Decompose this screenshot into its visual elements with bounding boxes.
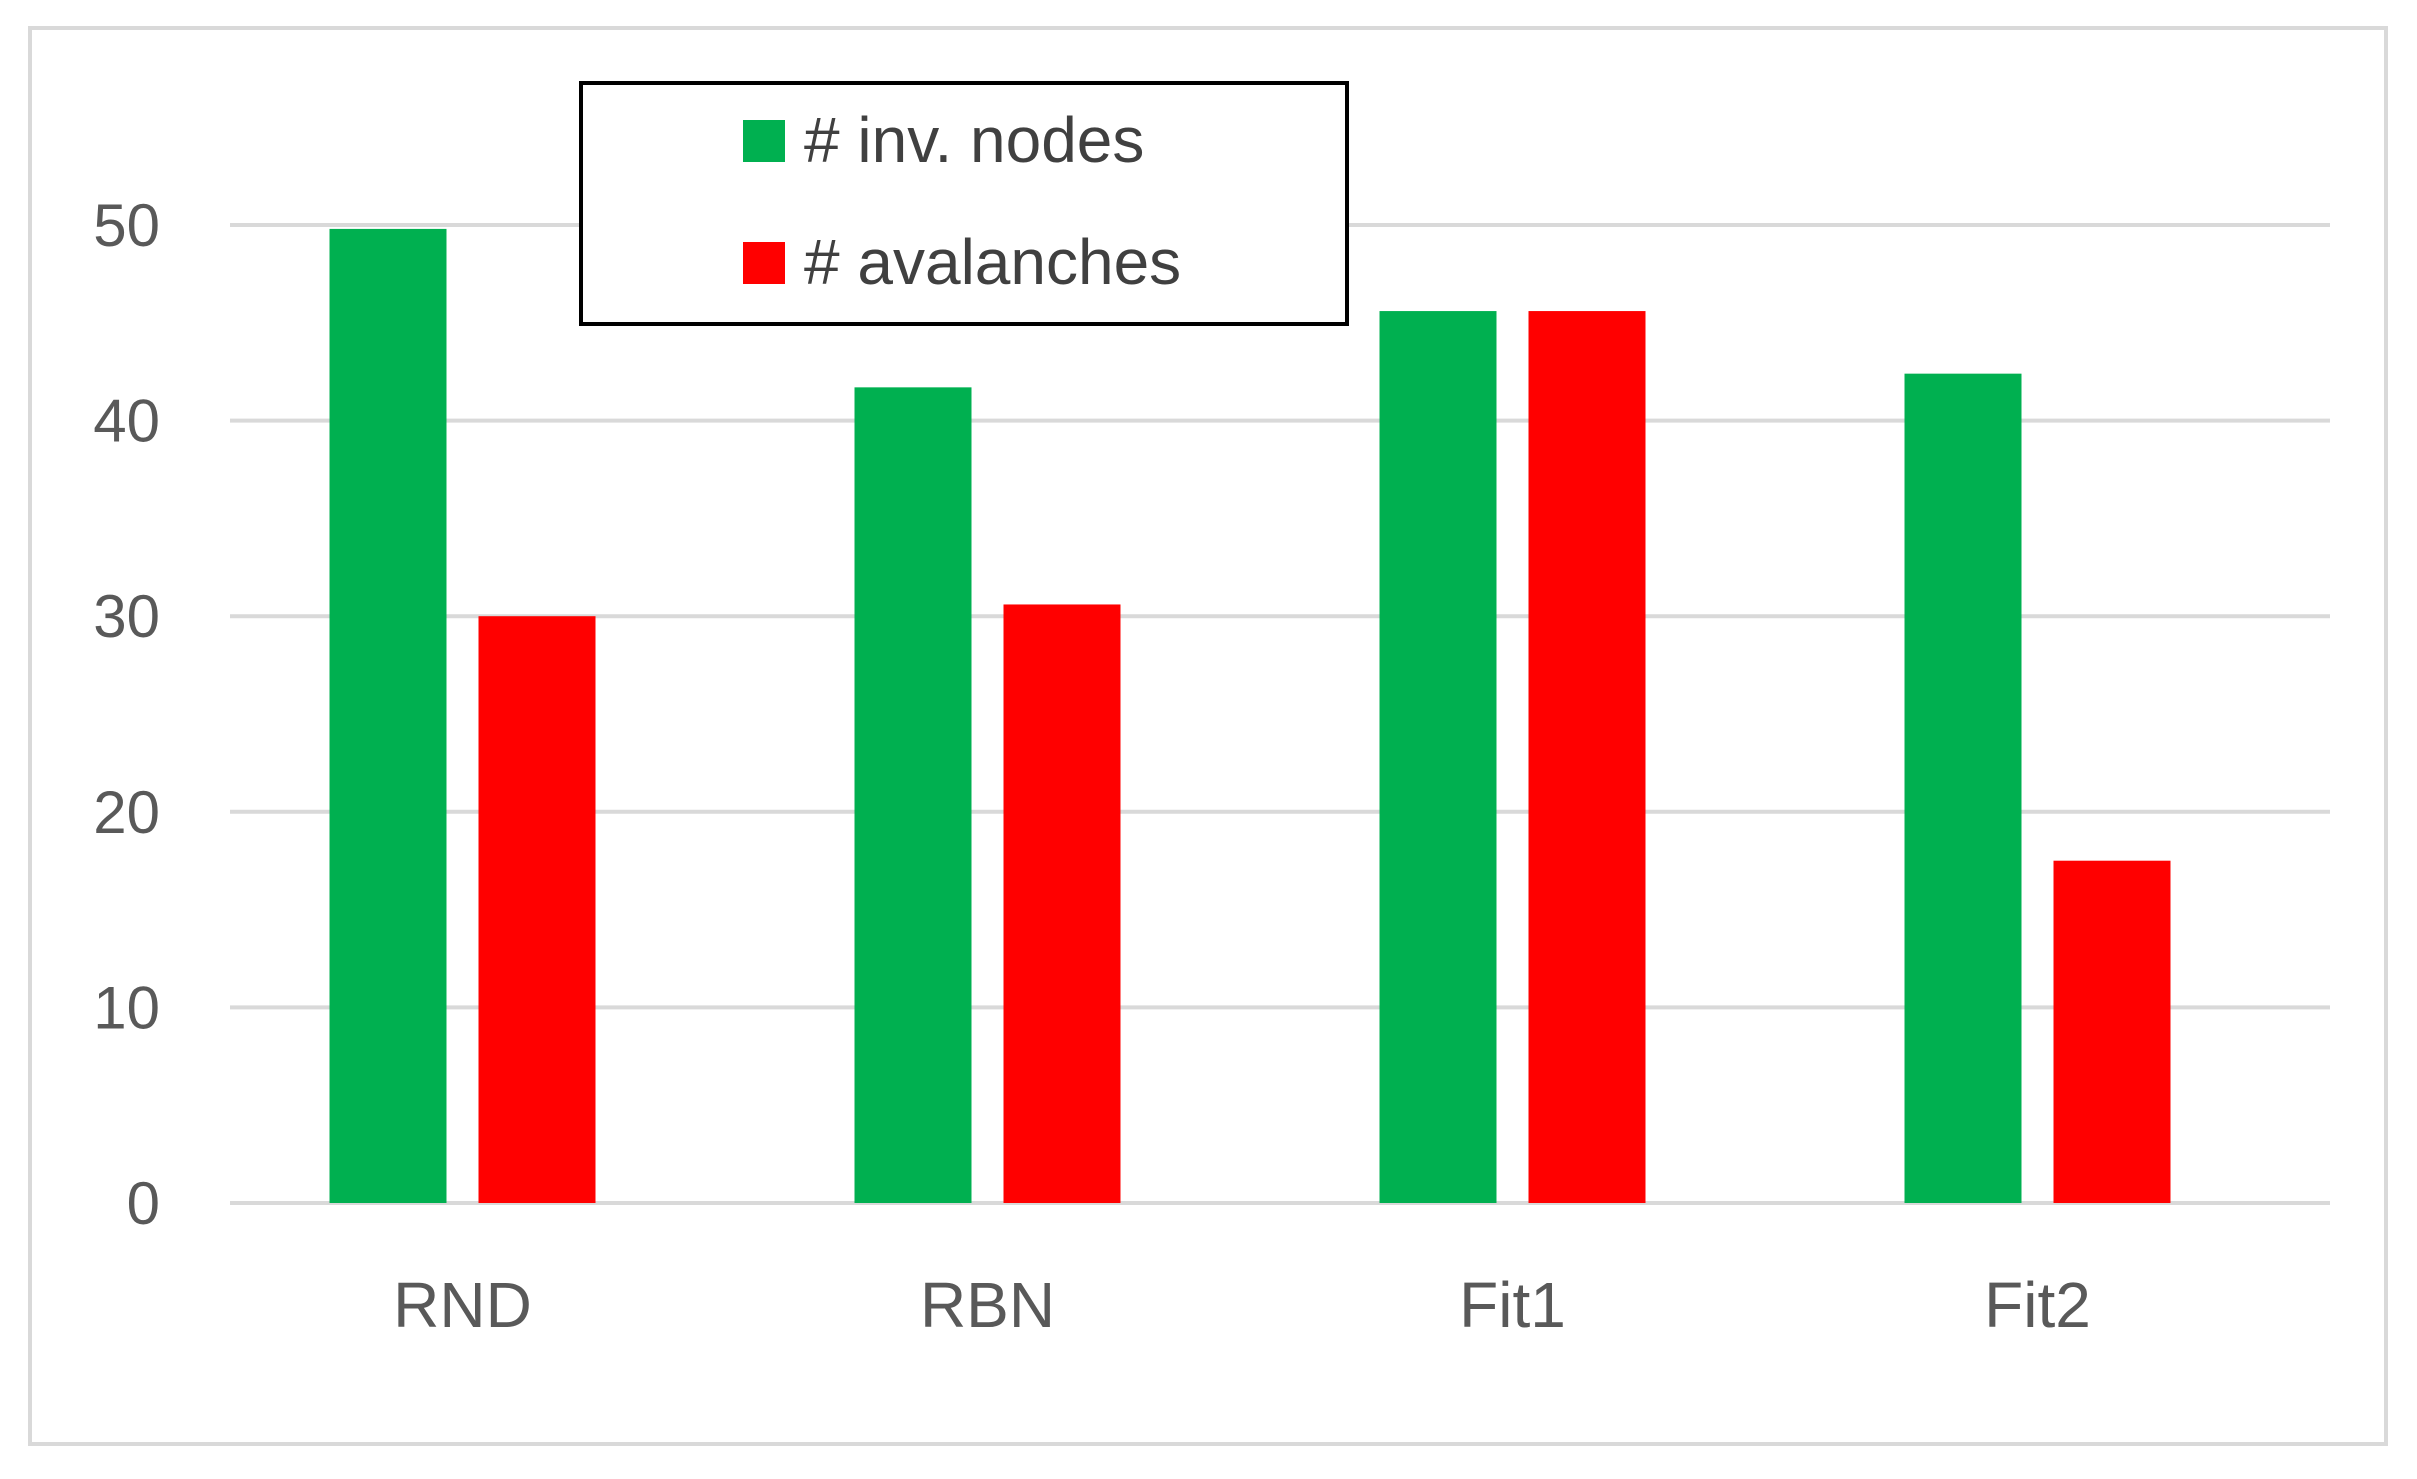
bars [329, 228, 2171, 1204]
y-tick-label-10: 10 [93, 974, 160, 1041]
legend-label-avalanches: # avalanches [804, 226, 1181, 298]
x-axis-labels: RND RBN Fit1 Fit2 [393, 1269, 2091, 1341]
x-category-label-rbn: RBN [920, 1269, 1055, 1341]
legend-label-inv-nodes: # inv. nodes [804, 104, 1144, 176]
legend-swatch-inv-nodes [743, 120, 785, 162]
legend: # inv. nodes # avalanches [579, 81, 1349, 326]
legend-box [579, 81, 1349, 326]
bar-fit2-series-1 [2053, 860, 2171, 1203]
y-axis-ticks: 0 10 20 30 40 50 [93, 192, 160, 1237]
bar-rnd-series-0 [329, 228, 447, 1204]
y-tick-label-50: 50 [93, 192, 160, 259]
legend-swatch-avalanches [743, 242, 785, 284]
bar-fit2-series-0 [1904, 373, 2022, 1203]
bar-fit1-series-1 [1528, 311, 1646, 1204]
bar-rnd-series-1 [478, 616, 596, 1203]
y-tick-label-30: 30 [93, 583, 160, 650]
bar-fit1-series-0 [1379, 311, 1497, 1204]
x-category-label-rnd: RND [393, 1269, 532, 1341]
x-category-label-fit2: Fit2 [1984, 1269, 2091, 1341]
y-tick-label-20: 20 [93, 779, 160, 846]
bar-rbn-series-0 [854, 387, 972, 1203]
bar-rbn-series-1 [1003, 604, 1121, 1203]
y-tick-label-0: 0 [127, 1170, 160, 1237]
x-category-label-fit1: Fit1 [1459, 1269, 1566, 1341]
y-tick-label-40: 40 [93, 388, 160, 455]
